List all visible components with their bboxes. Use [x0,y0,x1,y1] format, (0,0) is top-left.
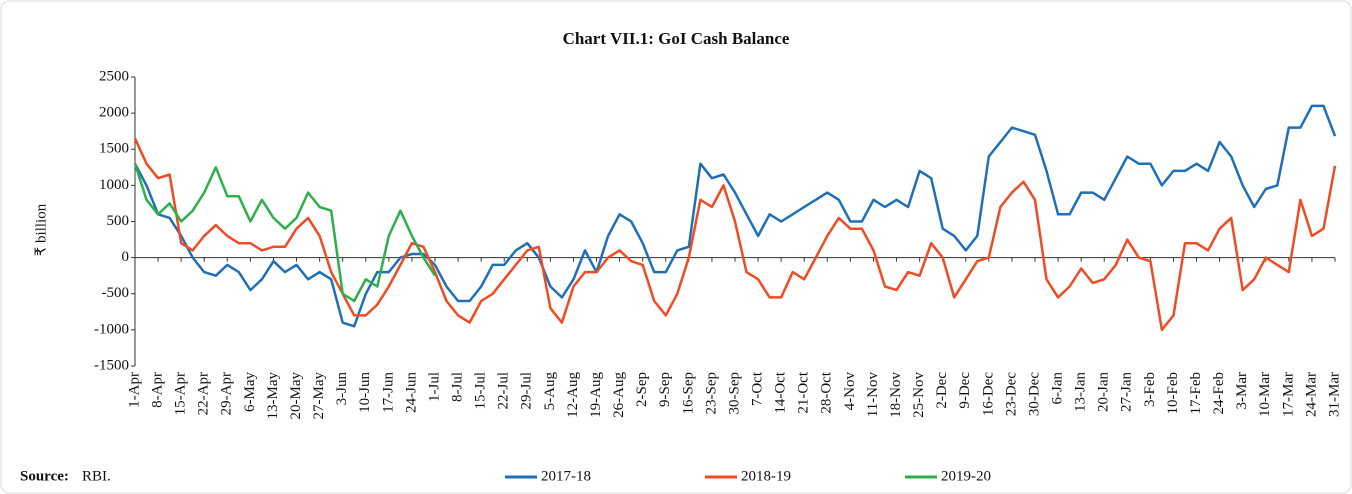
x-tick-label: 25-Nov [911,372,927,418]
y-tick-label: -1500 [94,357,129,373]
x-tick-label: 11-Nov [865,372,881,418]
legend-label: 2019-20 [941,468,991,484]
x-tick-label: 17-Mar [1280,372,1296,417]
x-tick-label: 17-Feb [1188,372,1204,415]
x-tick-label: 8-Apr [150,372,166,408]
y-axis-label: ₹ billion [33,203,49,256]
x-tick-label: 29-Jul [519,372,535,410]
x-tick-label: 2-Sep [634,372,650,407]
x-tick-label: 7-Oct [750,371,766,406]
x-tick-label: 8-Jul [450,372,466,402]
y-tick-label: 1000 [99,177,129,193]
x-tick-label: 26-Aug [611,372,627,418]
y-tick-label: 2000 [99,105,129,121]
x-tick-label: 20-May [288,372,304,420]
x-tick-label: 18-Nov [888,372,904,418]
y-tick-label: 500 [107,213,130,229]
x-tick-label: 27-Jan [1119,372,1135,412]
x-tick-label: 30-Dec [1026,372,1042,416]
x-tick-label: 1-Jul [426,372,442,402]
x-tick-label: 30-Sep [726,372,742,415]
x-tick-label: 29-Apr [219,372,235,415]
x-tick-label: 1-Apr [126,372,142,408]
x-tick-label: 28-Oct [819,371,835,413]
y-tick-label: -1000 [94,321,129,337]
source-label: Source: [20,468,69,484]
x-tick-label: 16-Sep [680,372,696,415]
x-tick-label: 10-Jun [357,372,373,413]
x-tick-label: 23-Sep [703,372,719,415]
x-tick-label: 27-May [311,372,327,420]
x-tick-label: 19-Aug [588,372,604,418]
x-tick-label: 12-Aug [565,372,581,418]
y-tick-label: -500 [102,285,130,301]
x-tick-label: 15-Apr [173,372,189,415]
x-tick-label: 22-Jul [496,372,512,410]
y-tick-label: 0 [122,249,130,265]
x-tick-label: 13-May [265,372,281,420]
x-tick-label: 10-Mar [1257,372,1273,417]
x-tick-label: 4-Nov [842,372,858,411]
x-tick-label: 13-Jan [1073,372,1089,412]
x-tick-label: 17-Jun [380,372,396,413]
x-tick-label: 16-Dec [980,372,996,416]
y-tick-label: 1500 [99,141,129,157]
x-tick-label: 10-Feb [1165,372,1181,415]
source: RBI. [82,468,111,484]
x-tick-label: 6-Jan [1050,372,1066,405]
x-tick-label: 24-Mar [1303,372,1319,417]
series-line [133,104,1337,328]
x-tick-label: 9-Sep [657,372,673,407]
series-line [133,137,1337,332]
x-tick-label: 22-Apr [196,372,212,415]
series-line [133,163,437,303]
x-tick-label: 15-Jul [473,372,489,410]
x-tick-label: 5-Aug [542,372,558,411]
x-tick-label: 14-Oct [773,371,789,413]
chart-title: Chart VII.1: GoI Cash Balance [563,29,790,48]
legend-label: 2017-18 [541,468,591,484]
x-tick-label: 23-Dec [1003,372,1019,416]
x-tick-label: 21-Oct [796,371,812,413]
y-tick-label: 2500 [99,68,129,84]
x-tick-label: 3-Jun [334,372,350,406]
x-tick-label: 24-Feb [1211,372,1227,415]
legend-label: 2018-19 [741,468,791,484]
x-tick-label: 9-Dec [957,372,973,409]
x-tick-label: 24-Jun [403,372,419,413]
x-tick-label: 3-Mar [1234,372,1250,410]
x-tick-label: 2-Dec [934,372,950,409]
x-tick-label: 31-Mar [1326,372,1342,417]
x-tick-label: 3-Feb [1142,372,1158,407]
x-tick-label: 20-Jan [1096,372,1112,412]
x-tick-label: 6-May [242,372,258,412]
